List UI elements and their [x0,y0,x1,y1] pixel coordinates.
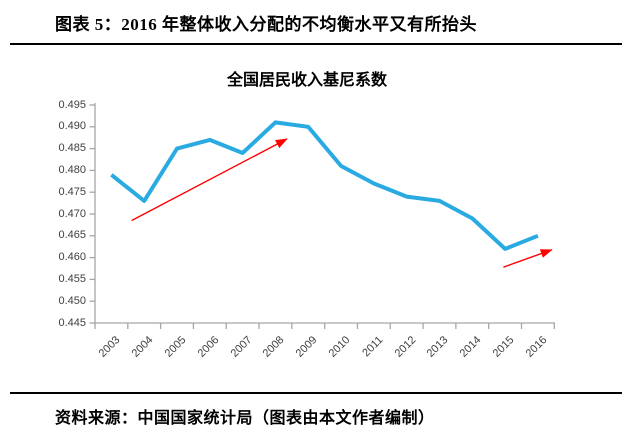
source-note: 资料来源：中国国家统计局（图表由本文作者编制） [55,410,435,427]
y-tick-label: 0.460 [58,251,86,264]
y-tick-label: 0.445 [58,316,86,329]
chart-title: 全国居民收入基尼系数 [226,72,387,89]
y-tick-label: 0.455 [58,272,86,285]
y-tick-label: 0.470 [58,207,86,220]
y-tick-label: 0.480 [58,163,86,176]
axes [89,103,555,329]
y-tick-label: 0.490 [58,120,86,133]
y-tick-label: 0.495 [58,98,86,111]
y-tick-label: 0.475 [58,185,86,198]
series-line [110,120,539,251]
y-tick-label: 0.485 [58,142,86,155]
top-divider [10,43,622,45]
trend-arrows [131,138,553,268]
bottom-divider [10,392,622,394]
y-tick-label: 0.450 [58,294,86,307]
figure-caption: 图表 5：2016 年整体收入分配的不均衡水平又有所抬头 [55,15,477,34]
y-tick-label: 0.465 [58,229,86,242]
